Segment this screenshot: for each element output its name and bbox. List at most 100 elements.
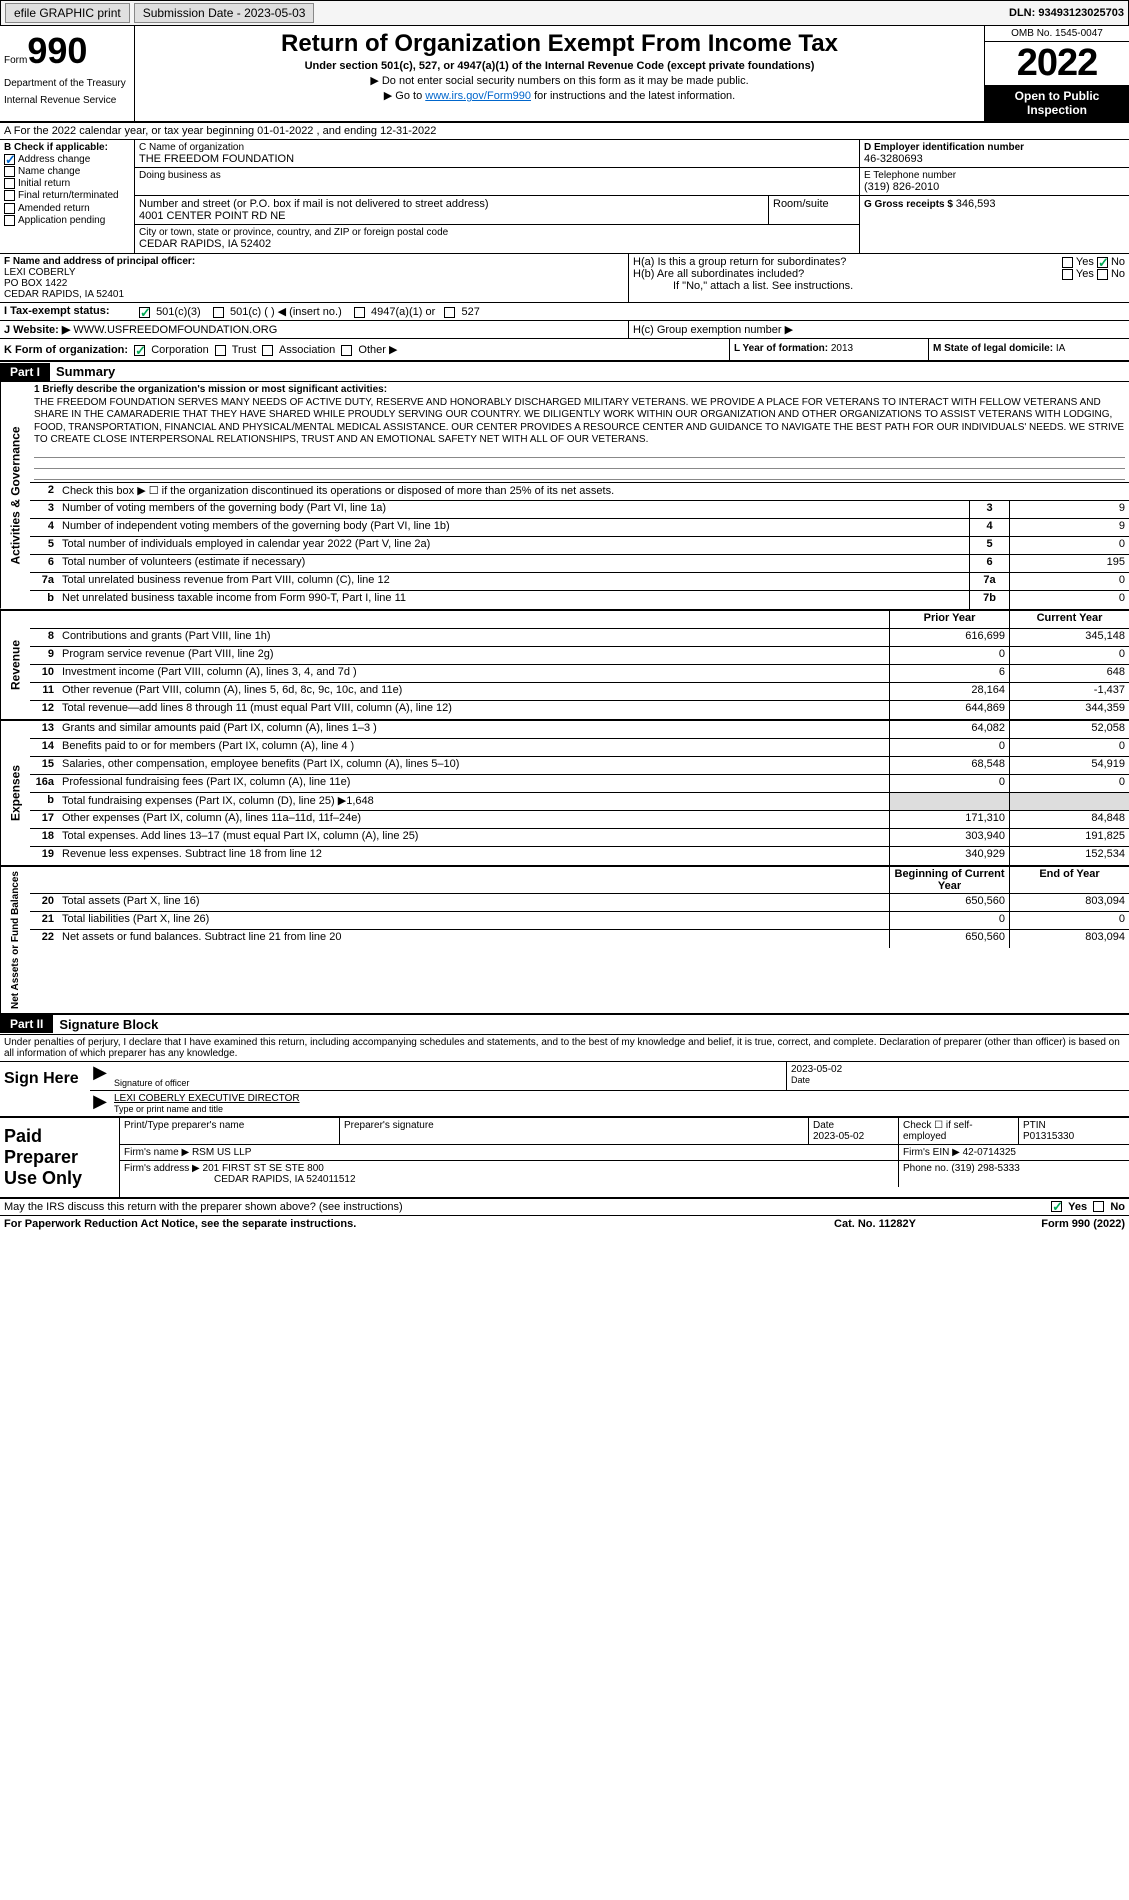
form-title: Return of Organization Exempt From Incom…	[139, 30, 980, 58]
chk-address-change[interactable]: Address change	[4, 154, 130, 165]
goto-note: ▶ Go to www.irs.gov/Form990 for instruct…	[139, 89, 980, 102]
type-label: Type or print name and title	[114, 1104, 1125, 1114]
submission-date: Submission Date - 2023-05-03	[134, 3, 315, 23]
efile-badge: efile GRAPHIC print	[5, 3, 130, 23]
discuss-yes[interactable]	[1051, 1201, 1062, 1212]
chk-4947[interactable]	[354, 307, 365, 318]
table-row: 14Benefits paid to or for members (Part …	[30, 739, 1129, 757]
sig-date-label: Date	[791, 1075, 1125, 1085]
ha-no[interactable]	[1097, 257, 1108, 268]
col-b: B Check if applicable: Address change Na…	[0, 140, 135, 253]
chk-527[interactable]	[444, 307, 455, 318]
hc-label: H(c) Group exemption number ▶	[633, 324, 793, 336]
form-header: Form990 Department of the Treasury Inter…	[0, 26, 1129, 123]
table-row: 20Total assets (Part X, line 16)650,5608…	[30, 894, 1129, 912]
firm-phone: (319) 298-5333	[951, 1163, 1019, 1174]
table-row: 10Investment income (Part VIII, column (…	[30, 665, 1129, 683]
ein-label: D Employer identification number	[864, 142, 1125, 153]
irs-link[interactable]: www.irs.gov/Form990	[425, 90, 531, 102]
side-netassets: Net Assets or Fund Balances	[0, 867, 30, 1013]
ein-cell: D Employer identification number 46-3280…	[860, 140, 1129, 168]
website-url: WWW.USFREEDOMFOUNDATION.ORG	[70, 324, 277, 336]
org-name-label: C Name of organization	[139, 142, 855, 153]
discuss-no[interactable]	[1093, 1201, 1104, 1212]
chk-amended[interactable]: Amended return	[4, 203, 130, 214]
table-row: bNet unrelated business taxable income f…	[30, 591, 1129, 609]
gross-cell: G Gross receipts $ 346,593	[860, 196, 1129, 224]
ha-label: H(a) Is this a group return for subordin…	[633, 256, 846, 268]
b-label: B Check if applicable:	[4, 142, 130, 153]
chk-name-change[interactable]: Name change	[4, 166, 130, 177]
year-formation: 2013	[831, 343, 853, 354]
city-val: CEDAR RAPIDS, IA 52402	[139, 238, 855, 250]
table-row: 13Grants and similar amounts paid (Part …	[30, 721, 1129, 739]
firm-addr-label: Firm's address ▶	[124, 1163, 200, 1174]
i-label: I Tax-exempt status:	[4, 305, 139, 318]
netassets-section: Net Assets or Fund Balances Beginning of…	[0, 867, 1129, 1015]
hdr-beginning: Beginning of Current Year	[889, 867, 1009, 893]
ha-yes[interactable]	[1062, 257, 1073, 268]
prep-date-label: Date	[813, 1120, 834, 1131]
chk-final-return[interactable]: Final return/terminated	[4, 190, 130, 201]
firm-ein: 42-0714325	[963, 1147, 1016, 1158]
hb-no[interactable]	[1097, 269, 1108, 280]
part2-badge: Part II	[0, 1015, 53, 1033]
hb-yes[interactable]	[1062, 269, 1073, 280]
chk-501c[interactable]	[213, 307, 224, 318]
preparer-label: Paid Preparer Use Only	[0, 1118, 120, 1197]
irs-label: Internal Revenue Service	[4, 95, 130, 106]
f-label: F Name and address of principal officer:	[4, 256, 624, 267]
dba-cell: Doing business as	[135, 168, 859, 196]
goto-prefix: ▶ Go to	[384, 90, 425, 102]
table-row: 2Check this box ▶ ☐ if the organization …	[30, 483, 1129, 501]
part1-header: Part I Summary	[0, 362, 1129, 382]
form-word: Form	[4, 55, 27, 66]
table-row: 22Net assets or fund balances. Subtract …	[30, 930, 1129, 948]
chk-other[interactable]	[341, 345, 352, 356]
chk-assoc[interactable]	[262, 345, 273, 356]
gross-label: G Gross receipts $	[864, 199, 953, 210]
sig-name-title: LEXI COBERLY EXECUTIVE DIRECTOR	[114, 1093, 1125, 1104]
table-row: 6Total number of volunteers (estimate if…	[30, 555, 1129, 573]
sig-date: 2023-05-02	[791, 1064, 1125, 1075]
prep-selfemp: Check ☐ if self-employed	[899, 1118, 1019, 1144]
part2-title: Signature Block	[53, 1015, 164, 1034]
table-row: 17Other expenses (Part IX, column (A), l…	[30, 811, 1129, 829]
revenue-section: Revenue Prior Year Current Year 8Contrib…	[0, 611, 1129, 721]
city-cell: City or town, state or province, country…	[135, 225, 859, 253]
room-cell: Room/suite	[769, 196, 859, 224]
phone-label: E Telephone number	[864, 170, 1125, 181]
side-expenses: Expenses	[0, 721, 30, 865]
form-ref: Form 990 (2022)	[975, 1218, 1125, 1230]
sig-arrow: ▶	[90, 1062, 110, 1090]
row-i-status: I Tax-exempt status: 501(c)(3) 501(c) ( …	[0, 303, 1129, 321]
discuss-row: May the IRS discuss this return with the…	[0, 1199, 1129, 1216]
l-label: L Year of formation:	[734, 343, 828, 354]
chk-corp[interactable]	[134, 345, 145, 356]
chk-trust[interactable]	[215, 345, 226, 356]
phone-cell: E Telephone number (319) 826-2010	[860, 168, 1129, 196]
state-domicile: IA	[1056, 343, 1065, 354]
firm-phone-label: Phone no.	[903, 1163, 949, 1174]
chk-501c3[interactable]	[139, 307, 150, 318]
officer-name: LEXI COBERLY	[4, 267, 624, 278]
row-klm: K Form of organization: Corporation Trus…	[0, 339, 1129, 362]
street-cell: Number and street (or P.O. box if mail i…	[135, 196, 769, 224]
org-name: THE FREEDOM FOUNDATION	[139, 153, 855, 165]
part1-title: Summary	[50, 362, 121, 381]
part1-badge: Part I	[0, 363, 50, 381]
cat-no: Cat. No. 11282Y	[775, 1218, 975, 1230]
chk-app-pending[interactable]: Application pending	[4, 215, 130, 226]
table-row: 19Revenue less expenses. Subtract line 1…	[30, 847, 1129, 865]
j-label: J Website: ▶	[4, 324, 70, 336]
city-label: City or town, state or province, country…	[139, 227, 855, 238]
ptin-label: PTIN	[1023, 1120, 1046, 1131]
firm-ein-label: Firm's EIN ▶	[903, 1147, 960, 1158]
dept-treasury: Department of the Treasury	[4, 78, 130, 89]
chk-initial-return[interactable]: Initial return	[4, 178, 130, 189]
prep-date: 2023-05-02	[813, 1131, 864, 1142]
dln: DLN: 93493123025703	[1009, 7, 1124, 19]
hb-note: If "No," attach a list. See instructions…	[633, 280, 1125, 292]
form-number: 990	[27, 30, 87, 71]
header-left: Form990 Department of the Treasury Inter…	[0, 26, 135, 121]
